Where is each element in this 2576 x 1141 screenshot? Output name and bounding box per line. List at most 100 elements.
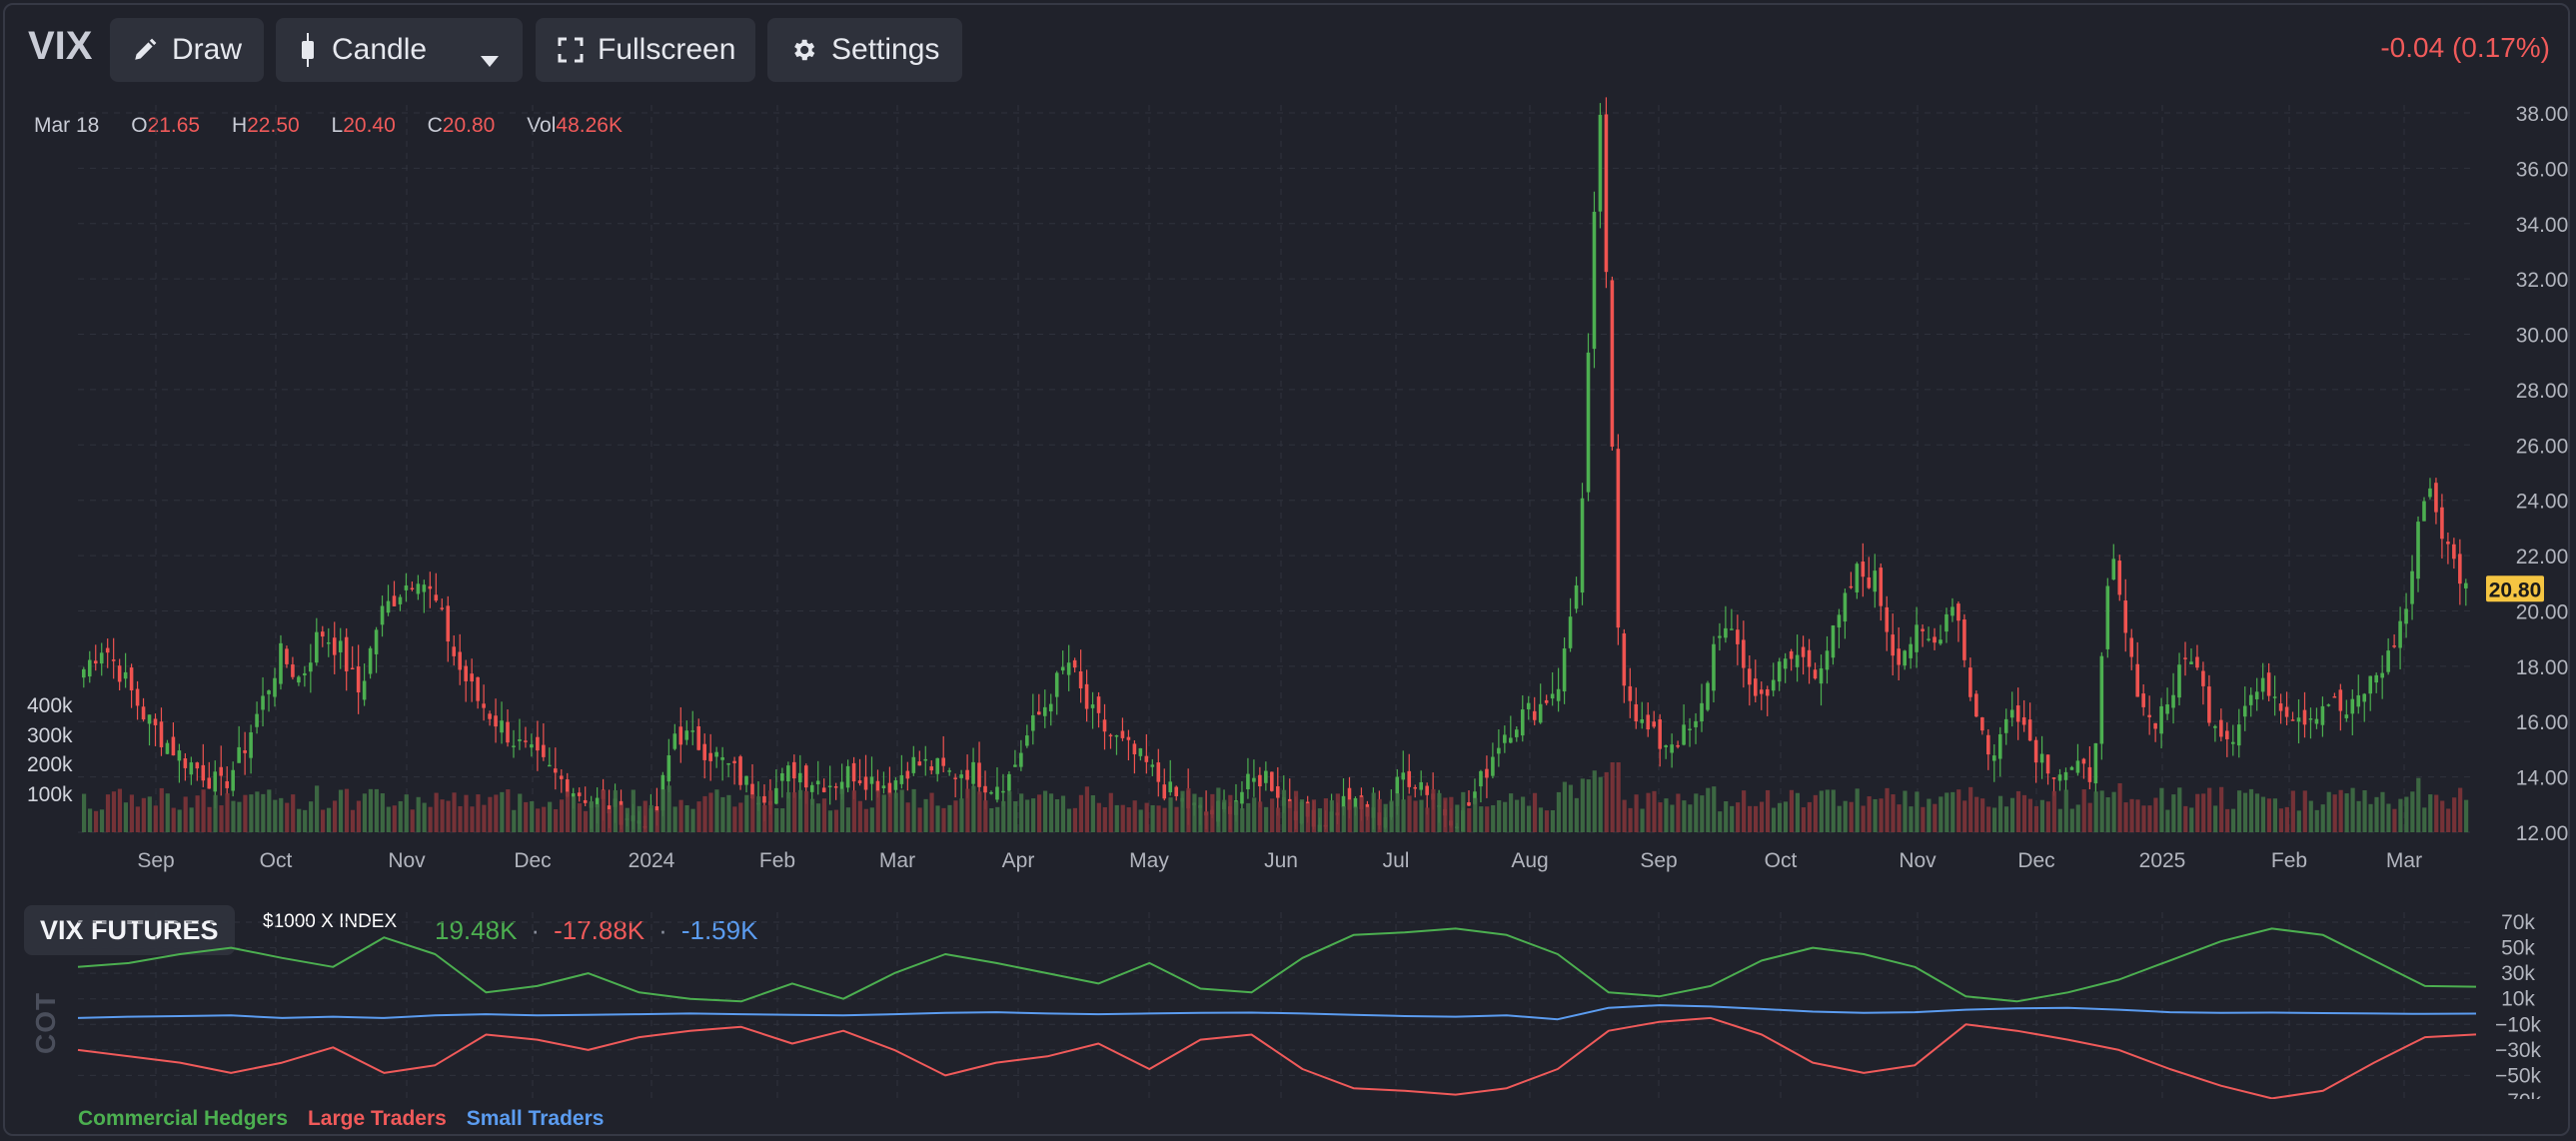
candle-body xyxy=(2117,561,2122,595)
candle-body xyxy=(2404,608,2408,624)
volume-bar xyxy=(1013,800,1018,832)
volume-bar xyxy=(512,809,517,832)
volume-bar xyxy=(518,793,523,832)
candle-body xyxy=(1019,752,1023,767)
volume-bar xyxy=(601,789,607,832)
candle-body xyxy=(315,631,319,663)
settings-label: Settings xyxy=(831,33,940,66)
volume-bar xyxy=(726,794,731,832)
volume-bar xyxy=(1037,794,1042,832)
volume-bar xyxy=(285,802,290,832)
candle-body xyxy=(2464,582,2468,588)
candle-body xyxy=(1670,744,1674,753)
candle-body xyxy=(309,662,313,672)
volume-bar xyxy=(524,801,529,832)
fullscreen-button[interactable]: Fullscreen xyxy=(536,18,755,82)
volume-tick-label: 200k xyxy=(27,753,73,776)
volume-bar xyxy=(416,796,421,832)
volume-bar xyxy=(1652,790,1657,832)
cot-y-tick-label: 70k xyxy=(2501,911,2535,934)
candle-body xyxy=(839,781,844,794)
candle-body xyxy=(780,772,784,781)
volume-bar xyxy=(1084,786,1089,832)
candle-body xyxy=(356,666,361,693)
candle-body xyxy=(2171,694,2175,708)
candle-body xyxy=(2242,705,2247,717)
price-chart[interactable]: 12.00 14.00 16.00 18.00 20.00 22.00 24.00 26.00… xyxy=(0,0,2576,889)
volume-bar xyxy=(684,804,689,832)
candle-body xyxy=(1825,650,1830,670)
volume-bar xyxy=(995,806,1000,832)
volume-bar xyxy=(1108,792,1113,832)
cot-y-tick-label: 30k xyxy=(2501,962,2535,985)
volume-bar xyxy=(2075,804,2080,832)
candle-body xyxy=(362,680,367,700)
candle-body xyxy=(2051,777,2056,779)
volume-bar xyxy=(2099,790,2104,832)
volume-bar xyxy=(1413,800,1418,832)
volume-bar xyxy=(708,792,713,832)
settings-button[interactable]: Settings xyxy=(767,18,962,82)
volume-bar xyxy=(380,793,385,832)
candle-body xyxy=(416,583,421,594)
volume-bar xyxy=(1246,802,1251,832)
candle-body xyxy=(291,664,295,677)
candle-body xyxy=(1664,745,1668,747)
candle-body xyxy=(2290,719,2295,721)
volume-bar xyxy=(2087,802,2092,832)
candle-body xyxy=(2362,693,2367,702)
volume-bar xyxy=(1825,789,1830,832)
candle-body xyxy=(1078,670,1083,688)
candle-body xyxy=(279,642,283,684)
volume-bar xyxy=(1748,805,1753,832)
cot-title-badge[interactable]: VIX FUTURES xyxy=(24,905,235,955)
volume-bar xyxy=(2314,809,2319,832)
candle-body xyxy=(1837,614,1842,628)
candle-body xyxy=(905,770,910,779)
candle-body xyxy=(935,757,940,774)
candle-body xyxy=(2416,522,2420,579)
candle-body xyxy=(1072,659,1077,668)
candle-body xyxy=(1968,667,1972,697)
volume-bar xyxy=(893,792,898,832)
volume-bar xyxy=(571,796,577,832)
volume-bar xyxy=(2368,803,2373,832)
cot-y-tick-label: −10k xyxy=(2495,1013,2542,1036)
volume-bar xyxy=(1986,806,1991,832)
candle-body xyxy=(2195,656,2199,668)
y-tick-label: 24.00 xyxy=(2516,491,2569,514)
volume-bar xyxy=(637,805,642,832)
candle-body xyxy=(1353,797,1358,808)
chart-type-select[interactable]: Candle xyxy=(276,18,523,82)
candle-body xyxy=(1037,711,1041,715)
volume-bar xyxy=(690,808,695,832)
candle-body xyxy=(720,756,724,760)
candle-body xyxy=(297,676,301,683)
candle-body xyxy=(1634,703,1639,722)
volume-bar xyxy=(1622,799,1627,832)
volume-bar xyxy=(530,800,535,832)
volume-bar xyxy=(147,796,152,832)
candle-body xyxy=(1526,702,1531,709)
candle-body xyxy=(1246,773,1250,789)
volume-bar xyxy=(821,798,827,832)
candle-body xyxy=(1742,639,1746,668)
candle-body xyxy=(708,752,712,761)
candle-body xyxy=(1938,639,1942,644)
x-tick-label: Aug xyxy=(1511,849,1548,872)
draw-button[interactable]: Draw xyxy=(110,18,264,82)
volume-bar xyxy=(839,788,845,832)
candle-body xyxy=(177,750,182,761)
volume-bar xyxy=(756,796,761,832)
candle-body xyxy=(303,672,307,675)
candle-body xyxy=(1694,720,1698,727)
candle-body xyxy=(1090,704,1095,708)
volume-bar xyxy=(470,806,475,832)
volume-bar xyxy=(1640,808,1645,832)
y-tick-label: 30.00 xyxy=(2516,325,2569,348)
y-tick-label: 20.00 xyxy=(2516,600,2569,623)
candle-body xyxy=(803,765,808,788)
volume-bar xyxy=(1467,807,1472,832)
large-value: -17.88K xyxy=(554,915,645,945)
